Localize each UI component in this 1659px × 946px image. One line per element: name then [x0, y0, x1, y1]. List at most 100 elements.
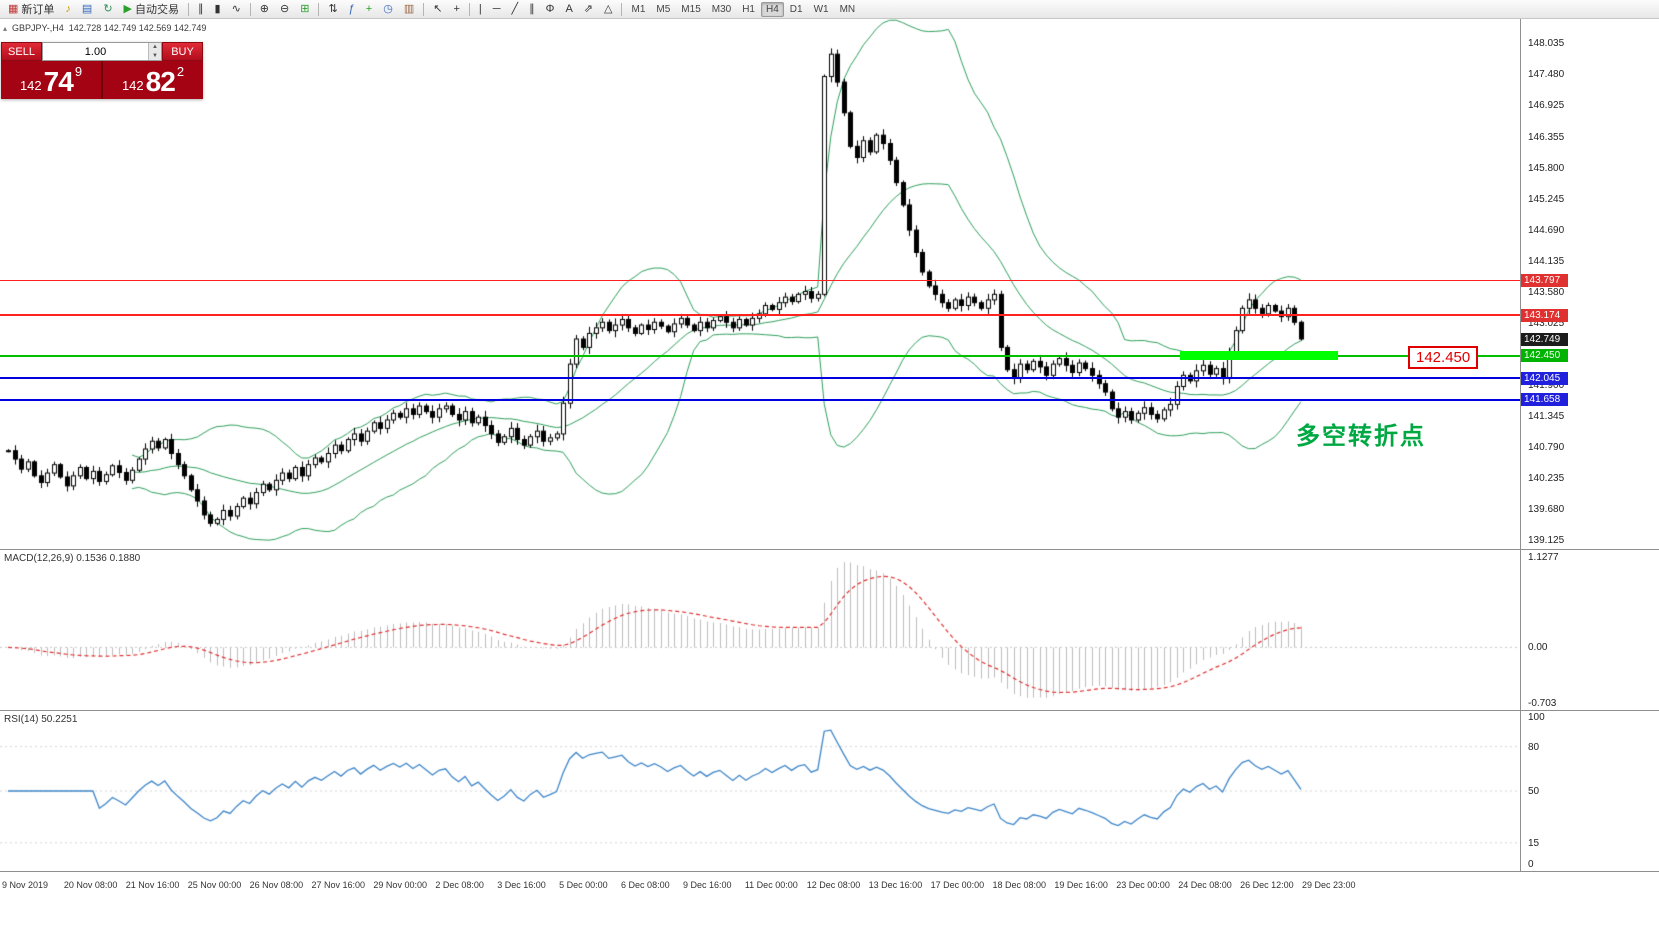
trendline-button[interactable]: ╱ — [507, 1, 524, 17]
lot-size-input[interactable] — [43, 43, 148, 60]
toolbar-separator — [318, 2, 320, 16]
time-tick-label: 24 Dec 08:00 — [1178, 880, 1232, 890]
timeframe-m5[interactable]: M5 — [656, 3, 671, 15]
arrows-icon: ⇗ — [583, 3, 594, 15]
support-zone-rectangle[interactable] — [1180, 351, 1338, 361]
fibonacci-button[interactable]: Φ — [541, 1, 560, 17]
channel-button[interactable]: ∥ — [524, 1, 540, 17]
reports-button[interactable]: ▤ — [77, 1, 97, 17]
rsi-axis: 100 80 50 15 0 — [1520, 711, 1659, 871]
toolbar: ▦ 新订单 ♪ ▤ ↻ ▶ 自动交易 ∥ ▮ ∿ ⊕ ⊖ ⊞ ⇅ ƒ + ◷ ▥ ↖ + | ─ ╱ ∥ Φ A ⇗ △ M1 M5 M1… — [0, 0, 1659, 19]
price-tick-label: 141.900 — [1528, 380, 1565, 392]
horizontal-line-object[interactable] — [0, 398, 1520, 401]
rsi-tick-label: 15 — [1528, 837, 1540, 849]
period-button[interactable]: ◷ — [378, 1, 398, 17]
period-icon: ◷ — [383, 3, 393, 15]
timeframe-m1[interactable]: M1 — [631, 3, 646, 15]
rsi-tick-label: 50 — [1528, 786, 1540, 797]
macd-canvas[interactable] — [0, 550, 1520, 710]
sound-button[interactable]: ♪ — [60, 1, 76, 17]
pane-separator[interactable] — [0, 549, 1659, 550]
toolbar-separator — [621, 2, 623, 16]
bar-chart-button[interactable]: ∥ — [193, 1, 209, 17]
time-tick-label: 18 Dec 08:00 — [992, 880, 1047, 890]
macd-tick-label: 0.00 — [1528, 642, 1548, 654]
timeframe-mn[interactable]: MN — [839, 3, 856, 15]
line-chart-button[interactable]: ∿ — [227, 1, 246, 17]
time-tick-label: 27 Nov 16:00 — [311, 880, 366, 890]
cursor-button[interactable]: ↖ — [428, 1, 447, 17]
toolbar-separator — [423, 2, 425, 16]
macd-label: MACD(12,26,9) 0.1536 0.1880 — [4, 553, 141, 564]
vertical-line-icon: | — [478, 3, 482, 15]
arrows-button[interactable]: ⇗ — [579, 1, 598, 17]
lot-decrease-button[interactable]: ▼ — [148, 51, 161, 60]
timeframe-h1[interactable]: H1 — [742, 3, 755, 15]
buy-button[interactable]: BUY — [162, 42, 203, 61]
time-tick-label: 3 Dec 16:00 — [497, 880, 546, 890]
shapes-icon: △ — [604, 3, 613, 15]
timeframe-h4[interactable]: H4 — [761, 1, 784, 17]
tile-windows-button[interactable]: ⊞ — [295, 1, 314, 17]
zoom-out-button[interactable]: ⊖ — [275, 1, 294, 17]
timeframe-m15[interactable]: M15 — [681, 3, 701, 15]
horizontal-line-object[interactable] — [0, 314, 1520, 317]
price-tag: 142.450 — [1521, 349, 1568, 363]
price-tick-label: 144.135 — [1528, 255, 1565, 267]
horizontal-line-object[interactable] — [0, 377, 1520, 380]
new-order-button-label: 新订单 — [21, 4, 55, 16]
auto-trading-button[interactable]: ▶ 自动交易 — [119, 1, 184, 17]
indicators-icon: ƒ — [348, 3, 355, 15]
timeframe-buttons: M1 M5 M15 M30 H1 H4 D1 W1 MN — [626, 1, 860, 17]
pane-separator[interactable] — [0, 710, 1659, 711]
candlestick-chart-button[interactable]: ▮ — [210, 1, 226, 17]
buy-quote[interactable]: 142 82 2 — [103, 61, 203, 99]
time-tick-label: 17 Dec 00:00 — [930, 880, 985, 890]
price-level-label[interactable]: 142.450 — [1408, 346, 1479, 369]
time-tick-label: 5 Dec 00:00 — [559, 880, 608, 890]
rsi-pane: RSI(14) 50.2251 — [0, 711, 1520, 871]
lot-increase-button[interactable]: ▲ — [148, 43, 161, 52]
trendline-icon: ╱ — [511, 3, 519, 15]
price-tick-label: 140.790 — [1528, 442, 1565, 454]
horizontal-line-object[interactable] — [0, 354, 1520, 357]
macd-tick-label: -0.703 — [1528, 698, 1557, 709]
indicators-button[interactable]: ƒ — [344, 1, 360, 17]
fibonacci-icon: Φ — [545, 3, 555, 15]
price-tick-label: 147.480 — [1528, 68, 1565, 80]
add-object-icon: + — [365, 3, 373, 15]
trade-panel-controls: SELL ▲ ▼ BUY — [1, 42, 203, 61]
horizontal-line-object[interactable] — [0, 280, 1520, 282]
crosshair-button[interactable]: + — [448, 1, 464, 17]
rsi-canvas[interactable] — [0, 711, 1520, 871]
refresh-button[interactable]: ↻ — [98, 1, 117, 17]
shapes-button[interactable]: △ — [599, 1, 617, 17]
text-button[interactable]: A — [560, 1, 577, 17]
rsi-label: RSI(14) 50.2251 — [4, 714, 78, 725]
time-axis: 9 Nov 2019 20 Nov 08:00 21 Nov 16:00 25 Nov… — [0, 872, 1659, 946]
price-tick-label: 141.345 — [1528, 411, 1565, 423]
auto-trading-icon: ▶ — [123, 3, 132, 15]
sell-button[interactable]: SELL — [1, 42, 42, 61]
collapse-panel-icon[interactable]: ▴ — [3, 23, 8, 33]
time-tick-label: 2 Dec 08:00 — [435, 880, 484, 890]
timeframe-d1[interactable]: D1 — [789, 3, 803, 15]
main-chart-canvas[interactable] — [0, 19, 1520, 549]
rsi-tick-label: 100 — [1528, 712, 1545, 723]
new-order-button[interactable]: ▦ 新订单 — [3, 1, 59, 17]
price-tick-label: 146.355 — [1528, 131, 1565, 143]
sell-price-pip: 9 — [74, 64, 83, 79]
arrange-button[interactable]: ⇅ — [323, 1, 342, 17]
auto-trading-button-label: 自动交易 — [135, 4, 179, 16]
add-object-button[interactable]: + — [361, 1, 377, 17]
horizontal-line-button[interactable]: ─ — [488, 1, 506, 17]
templates-button[interactable]: ▥ — [399, 1, 419, 17]
vertical-line-button[interactable]: | — [474, 1, 487, 17]
toolbar-separator — [468, 2, 470, 16]
macd-pane: MACD(12,26,9) 0.1536 0.1880 — [0, 550, 1520, 710]
zoom-in-button[interactable]: ⊕ — [255, 1, 274, 17]
timeframe-m30[interactable]: M30 — [711, 3, 732, 15]
sell-quote[interactable]: 142 74 9 — [1, 61, 103, 99]
timeframe-w1[interactable]: W1 — [813, 3, 829, 15]
